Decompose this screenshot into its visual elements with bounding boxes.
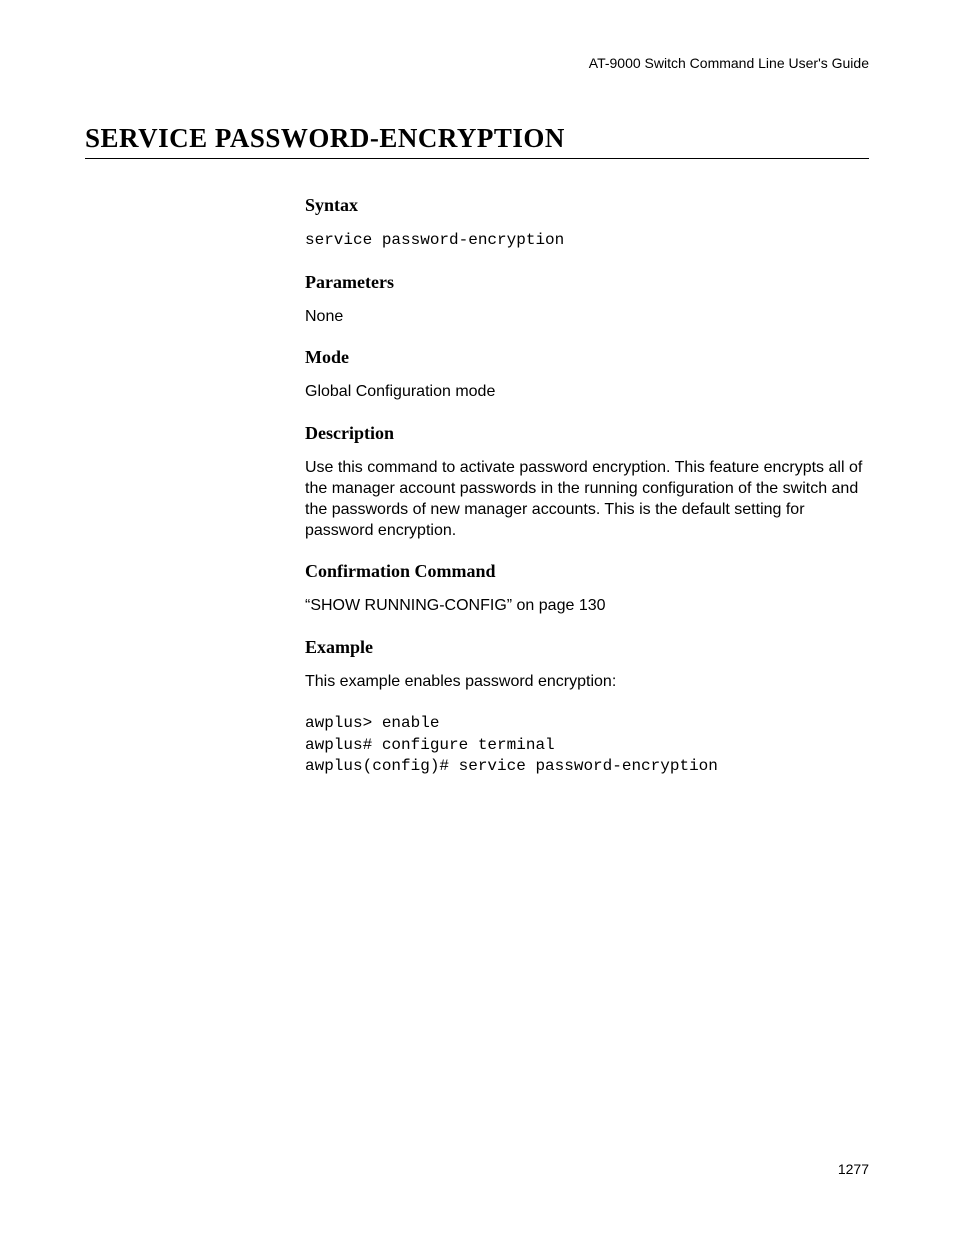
heading-mode: Mode (305, 347, 869, 368)
mode-text: Global Configuration mode (305, 382, 869, 403)
heading-syntax: Syntax (305, 195, 869, 216)
example-code: awplus> enable awplus# configure termina… (305, 713, 869, 778)
confirmation-text: “SHOW RUNNING-CONFIG” on page 130 (305, 596, 869, 617)
heading-parameters: Parameters (305, 272, 869, 293)
parameters-text: None (305, 307, 869, 328)
description-text: Use this command to activate password en… (305, 458, 869, 541)
page-title: SERVICE PASSWORD-ENCRYPTION (85, 123, 869, 159)
content-block: Syntax service password-encryption Param… (305, 195, 869, 778)
heading-description: Description (305, 423, 869, 444)
example-intro: This example enables password encryption… (305, 672, 869, 693)
heading-example: Example (305, 637, 869, 658)
running-header: AT-9000 Switch Command Line User's Guide (85, 55, 869, 71)
syntax-code: service password-encryption (305, 230, 869, 252)
heading-confirmation: Confirmation Command (305, 561, 869, 582)
page-number: 1277 (838, 1161, 869, 1177)
page-container: AT-9000 Switch Command Line User's Guide… (0, 0, 954, 778)
